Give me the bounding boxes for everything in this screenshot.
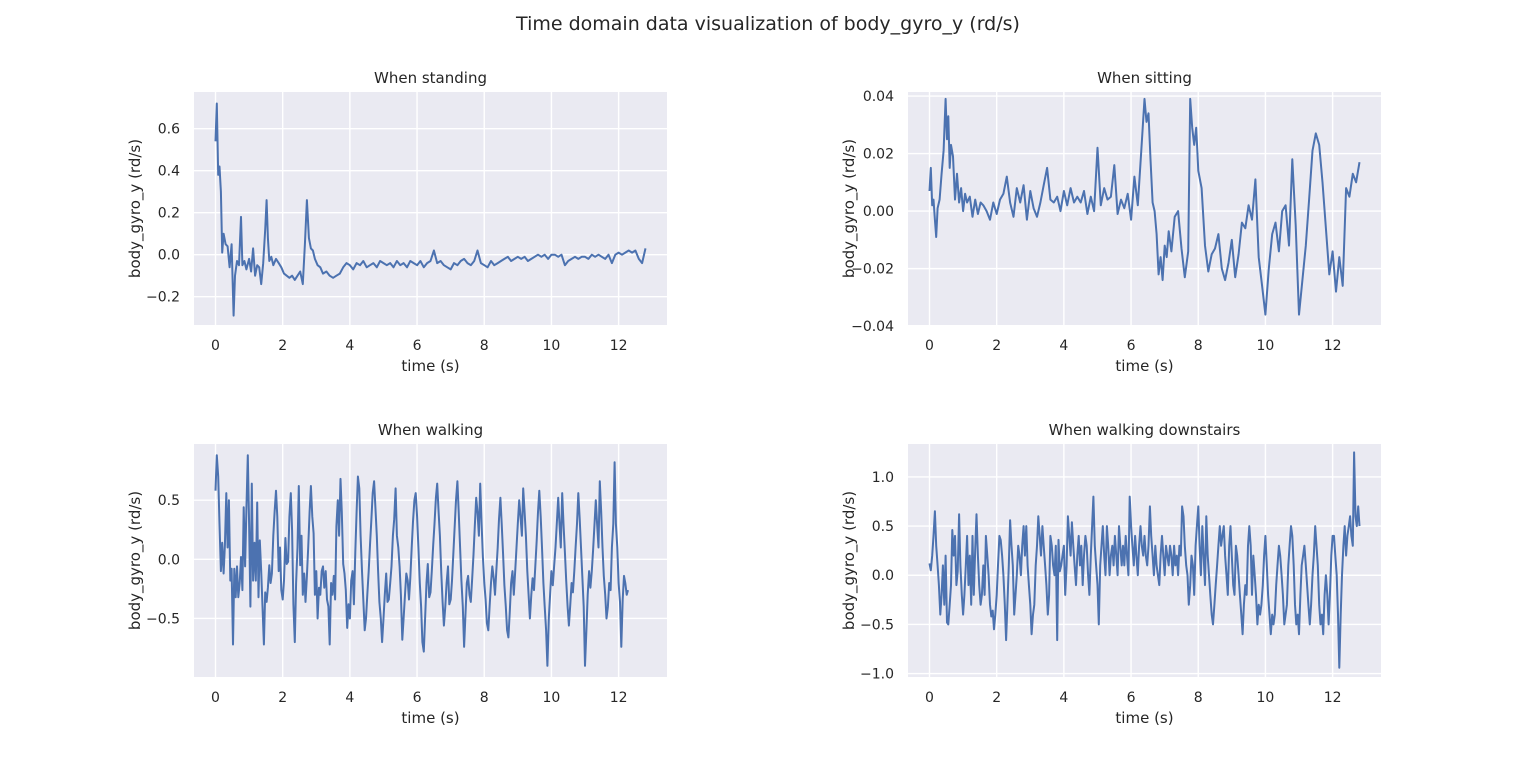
subplot-title: When walking downstairs: [1049, 421, 1241, 439]
y-tick-label: 0.0: [158, 248, 180, 264]
x-tick-label: 4: [1059, 338, 1068, 354]
y-tick-label: −0.04: [851, 319, 894, 335]
y-tick-label: 0.02: [863, 147, 894, 163]
y-tick-label: 0.5: [158, 493, 180, 509]
x-tick-label: 2: [992, 338, 1001, 354]
subplot-walking: 0 2 4 6 8 10 12 −0.5 0.0 0.5 When walking time (s) b…: [126, 421, 667, 727]
y-tick-label: −0.2: [146, 290, 180, 306]
y-tick-label: 0.5: [872, 519, 894, 535]
y-tick-label: −1.0: [860, 667, 894, 683]
x-axis-label: time (s): [401, 709, 459, 727]
y-tick-label: 1.0: [872, 470, 894, 486]
subplot-sitting: 0 2 4 6 8 10 12 −0.04 −0.02 0.00 0.02 0.04 When sitt…: [840, 69, 1381, 375]
x-tick-label: 10: [543, 338, 561, 354]
x-axis-label: time (s): [1115, 357, 1173, 375]
y-tick-label: −0.5: [860, 617, 894, 633]
x-tick-label: 2: [278, 690, 287, 706]
x-tick-label: 6: [413, 690, 422, 706]
x-tick-label: 2: [992, 690, 1001, 706]
x-tick-label: 8: [480, 690, 489, 706]
x-tick-label: 4: [345, 338, 354, 354]
y-tick-label: 0.0: [872, 568, 894, 584]
subplot-title: When sitting: [1097, 69, 1192, 87]
series-line: [214, 102, 647, 317]
y-tick-label: −0.5: [146, 611, 180, 627]
x-tick-label: 12: [610, 338, 628, 354]
x-tick-label: 10: [1257, 690, 1275, 706]
x-tick-label: 12: [1324, 338, 1342, 354]
y-tick-label: 0.0: [158, 552, 180, 568]
y-tick-label: 0.04: [863, 89, 894, 105]
subplot-standing: 0 2 4 6 8 10 12 −0.2 0.0 0.2 0.4 0.6 When standing ti…: [126, 69, 667, 375]
plot-area: [194, 92, 667, 325]
y-axis-label: body_gyro_y (rd/s): [126, 139, 145, 278]
series-line: [214, 454, 629, 667]
x-tick-label: 6: [413, 338, 422, 354]
x-tick-label: 0: [925, 338, 934, 354]
y-axis-label: body_gyro_y (rd/s): [840, 491, 859, 630]
subplot-title: When standing: [374, 69, 487, 87]
y-tick-label: 0.6: [158, 122, 180, 138]
y-tick-label: 0.4: [158, 164, 180, 180]
x-tick-label: 6: [1127, 338, 1136, 354]
series-line: [928, 451, 1361, 669]
subplot-title: When walking: [378, 421, 483, 439]
x-tick-label: 8: [1194, 338, 1203, 354]
y-axis-label: body_gyro_y (rd/s): [840, 139, 859, 278]
series-line: [928, 97, 1361, 316]
x-tick-label: 10: [1257, 338, 1275, 354]
x-tick-label: 0: [211, 690, 220, 706]
x-tick-label: 12: [610, 690, 628, 706]
y-tick-label: −0.02: [851, 262, 894, 278]
figure-title: Time domain data visualization of body_g…: [515, 13, 1020, 35]
x-tick-label: 8: [480, 338, 489, 354]
x-axis-label: time (s): [401, 357, 459, 375]
x-tick-label: 4: [345, 690, 354, 706]
y-tick-label: 0.00: [863, 204, 894, 220]
x-tick-label: 8: [1194, 690, 1203, 706]
subplot-walking-downstairs: 0 2 4 6 8 10 12 −1.0 −0.5 0.0 0.5 1.0 When walking d…: [840, 421, 1381, 727]
y-tick-label: 0.2: [158, 206, 180, 222]
x-tick-label: 0: [925, 690, 934, 706]
x-tick-label: 4: [1059, 690, 1068, 706]
x-tick-label: 0: [211, 338, 220, 354]
x-tick-label: 2: [278, 338, 287, 354]
y-axis-label: body_gyro_y (rd/s): [126, 491, 145, 630]
x-tick-label: 10: [543, 690, 561, 706]
x-tick-label: 6: [1127, 690, 1136, 706]
x-axis-label: time (s): [1115, 709, 1173, 727]
x-tick-label: 12: [1324, 690, 1342, 706]
